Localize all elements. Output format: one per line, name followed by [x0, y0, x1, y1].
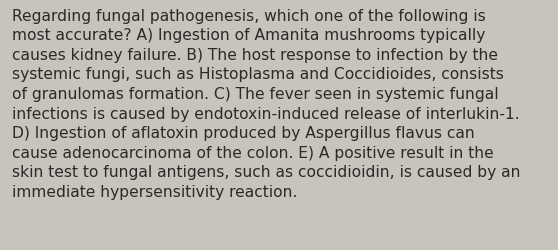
Text: Regarding fungal pathogenesis, which one of the following is
most accurate? A) I: Regarding fungal pathogenesis, which one… [12, 9, 521, 199]
